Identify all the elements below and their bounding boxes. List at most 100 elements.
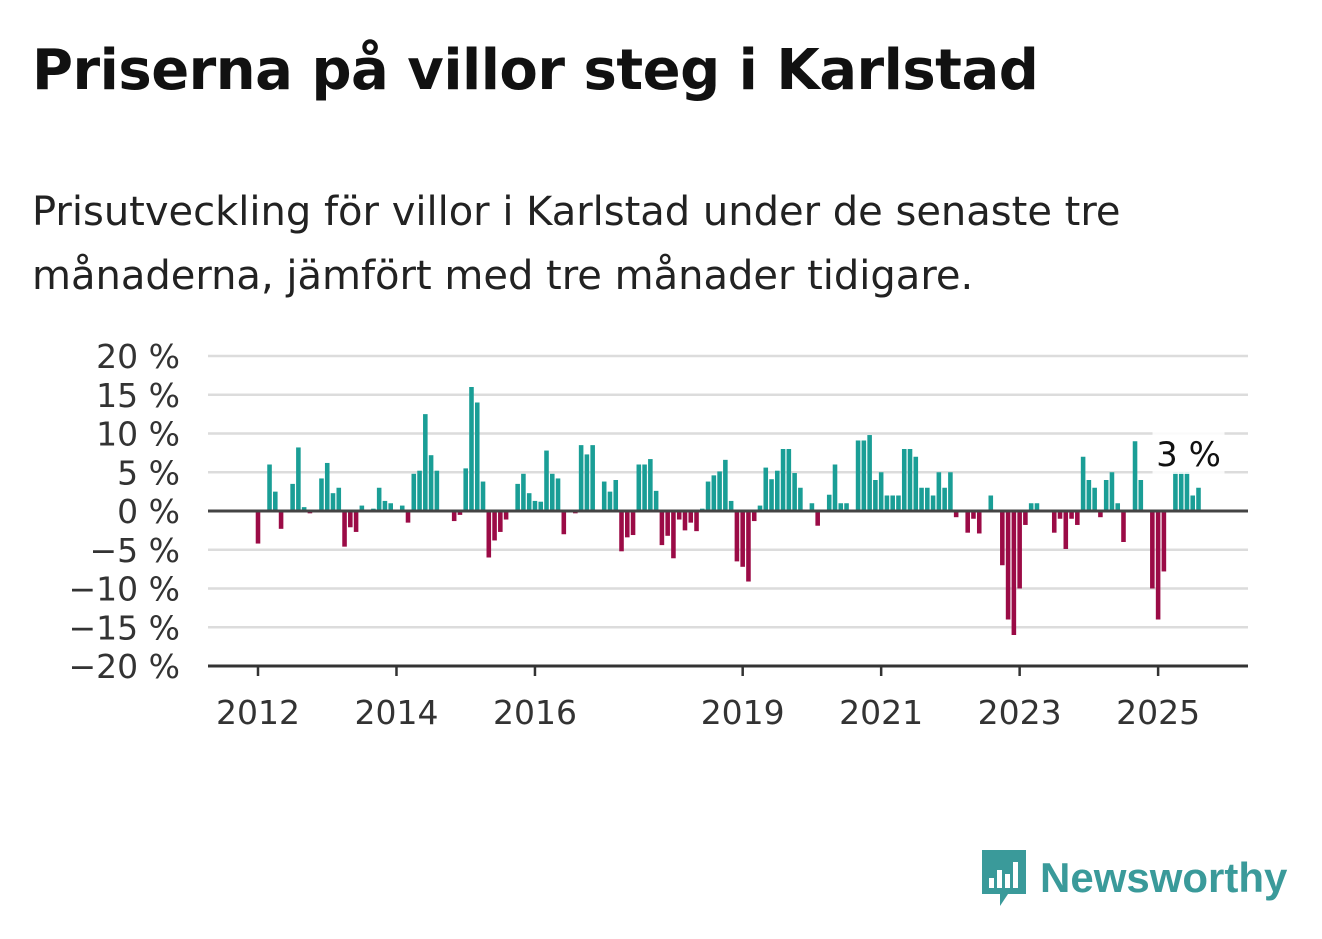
y-tick-label: 20 % bbox=[96, 337, 180, 376]
bar-positive bbox=[434, 470, 440, 511]
bar-negative bbox=[503, 511, 509, 520]
bar-positive bbox=[728, 500, 734, 511]
bar-positive bbox=[1115, 503, 1121, 511]
bar-positive bbox=[648, 459, 653, 511]
bar-positive bbox=[336, 487, 342, 511]
bar-negative bbox=[1121, 511, 1126, 542]
bar-positive bbox=[948, 472, 953, 511]
bar-positive bbox=[653, 490, 659, 511]
bar-negative bbox=[659, 511, 665, 546]
x-tick-label: 2023 bbox=[978, 693, 1062, 732]
bar-negative bbox=[353, 511, 359, 532]
bar-positive bbox=[711, 475, 717, 511]
bar-positive bbox=[463, 468, 468, 512]
bar-negative bbox=[1063, 511, 1069, 549]
bar-positive bbox=[717, 471, 722, 511]
bar-positive bbox=[273, 491, 278, 512]
bar-positive bbox=[607, 491, 613, 512]
y-tick-label: −5 % bbox=[90, 531, 181, 570]
bar-negative bbox=[740, 511, 745, 567]
bar-positive bbox=[925, 487, 930, 511]
bar-negative bbox=[1057, 511, 1063, 519]
bar-positive bbox=[988, 495, 994, 511]
bar-negative bbox=[751, 511, 757, 522]
bar-positive bbox=[578, 445, 584, 512]
bar-negative bbox=[1005, 511, 1011, 620]
bar-positive bbox=[763, 467, 769, 511]
x-tick-label: 2019 bbox=[701, 693, 785, 732]
bar-positive bbox=[330, 493, 336, 511]
bar-positive bbox=[515, 483, 520, 512]
bar-positive bbox=[423, 414, 428, 512]
annotation-bg bbox=[1152, 430, 1225, 474]
chart-title: Priserna på villor steg i Karlstad bbox=[32, 38, 1039, 103]
y-tick-label: 10 % bbox=[96, 415, 180, 454]
annotation: 3 % bbox=[1152, 430, 1225, 475]
bar-positive bbox=[780, 449, 786, 511]
bar-positive bbox=[798, 487, 803, 511]
bar-negative bbox=[630, 511, 636, 536]
bar-negative bbox=[348, 511, 353, 528]
bar-positive bbox=[786, 449, 792, 511]
brand-logo[interactable]: Newsworthy bbox=[980, 848, 1287, 908]
newsworthy-icon bbox=[982, 850, 1026, 906]
bar-negative bbox=[457, 511, 463, 515]
y-tick-label: 0 % bbox=[117, 492, 180, 531]
bar-positive bbox=[1086, 480, 1092, 511]
bar-positive bbox=[1173, 472, 1178, 511]
bar-negative bbox=[625, 511, 630, 538]
bar-positive bbox=[417, 470, 422, 511]
bar-positive bbox=[526, 493, 532, 511]
bar-positive bbox=[775, 470, 780, 511]
bar-negative bbox=[451, 511, 457, 522]
bar-positive bbox=[1034, 503, 1040, 511]
bar-positive bbox=[376, 487, 382, 511]
bar-positive bbox=[809, 503, 815, 511]
bar-positive bbox=[907, 449, 913, 511]
bar-positive bbox=[544, 450, 549, 511]
bar-negative bbox=[1051, 511, 1057, 533]
bar-positive bbox=[469, 387, 474, 511]
bar-positive bbox=[1190, 495, 1196, 511]
bar-positive bbox=[757, 505, 763, 511]
bar-negative bbox=[815, 511, 820, 526]
bar-positive bbox=[301, 507, 307, 512]
gridlines bbox=[208, 354, 1248, 629]
y-tick-label: −20 % bbox=[69, 647, 181, 686]
bar-positive bbox=[319, 478, 324, 511]
bar-positive bbox=[521, 473, 526, 511]
y-tick-label: 15 % bbox=[96, 376, 180, 415]
bar-positive bbox=[359, 505, 365, 511]
bar-positive bbox=[411, 473, 417, 511]
bar-negative bbox=[1011, 511, 1017, 635]
bar-positive bbox=[890, 495, 895, 511]
bar-positive bbox=[861, 440, 867, 511]
bar-positive bbox=[913, 456, 919, 511]
bar-negative bbox=[486, 511, 492, 558]
bar-negative bbox=[1023, 511, 1028, 525]
bar-negative bbox=[694, 511, 699, 532]
bar-positive bbox=[1184, 472, 1190, 511]
bar-positive bbox=[1196, 487, 1201, 511]
bar-positive bbox=[855, 440, 861, 511]
bar-negative bbox=[671, 511, 676, 559]
bar-positive bbox=[642, 464, 647, 511]
bar-positive bbox=[919, 487, 924, 511]
bar-negative bbox=[965, 511, 970, 533]
x-axis-ticks: 2012 2014 2016 2019 2021 2023 2025 bbox=[216, 666, 1200, 732]
bar-positive bbox=[930, 495, 936, 511]
axes bbox=[208, 509, 1248, 668]
bar-negative bbox=[953, 511, 959, 518]
bar-negative bbox=[665, 511, 670, 536]
bar-positive bbox=[1080, 456, 1086, 511]
latest-value-label: 3 % bbox=[1156, 435, 1221, 475]
bar-negative bbox=[1098, 511, 1103, 518]
bar-positive bbox=[428, 455, 434, 511]
bar-positive bbox=[480, 481, 486, 511]
bar-positive bbox=[832, 464, 838, 511]
bar-positive bbox=[769, 479, 774, 511]
bar-positive bbox=[474, 402, 480, 511]
bar-positive bbox=[613, 480, 619, 511]
bar-positive bbox=[705, 481, 711, 511]
bar-positive bbox=[290, 483, 295, 512]
